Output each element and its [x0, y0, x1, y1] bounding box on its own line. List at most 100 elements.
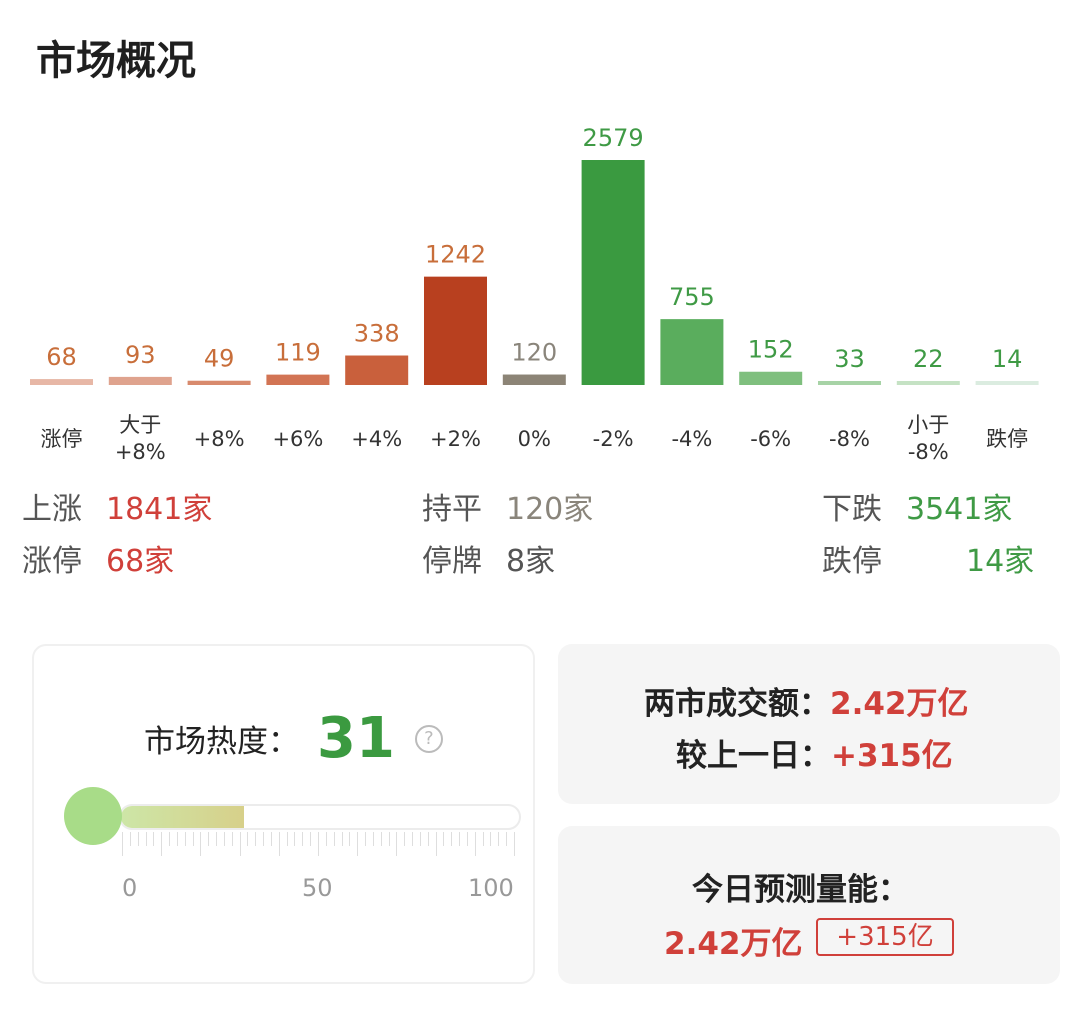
bar-6 [502, 374, 566, 385]
scale-tick [286, 832, 288, 846]
scale-tick [396, 832, 398, 856]
bar-value-label-10: 33 [834, 345, 865, 373]
bar-1 [108, 376, 172, 385]
bar-value-label-7: 2579 [583, 124, 644, 152]
bar-value-label-1: 93 [125, 341, 156, 369]
category-label-2: +8% [194, 427, 245, 451]
bar-value-label-2: 49 [204, 345, 235, 373]
scale-tick [365, 832, 367, 846]
category-label-10: -8% [829, 427, 870, 451]
stat-limit-down-value: 14家 [966, 544, 1035, 579]
bar-value-label-9: 152 [748, 336, 794, 364]
turnover-line: 两市成交额：2.42万亿 [644, 678, 969, 723]
bar-value-label-6: 120 [511, 339, 557, 367]
scale-tick [169, 832, 171, 846]
bar-value-label-3: 119 [275, 339, 321, 367]
bar-3 [266, 374, 330, 385]
scale-tick [388, 832, 390, 846]
scale-tick [239, 832, 241, 856]
bar-4 [345, 355, 409, 385]
category-label-9: -6% [750, 427, 791, 451]
bar-2 [187, 380, 251, 385]
scale-tick [176, 832, 178, 846]
scale-min: 0 [122, 874, 138, 902]
stat-flat-label: 持平 [422, 492, 482, 527]
bar-5 [424, 276, 487, 385]
category-label-6: 0% [518, 427, 551, 451]
question-circle-icon[interactable]: ? [414, 724, 443, 753]
scale-tick [443, 832, 445, 846]
stat-suspended: 停牌 8家 [422, 536, 555, 580]
forecast-change-badge: +315亿 [816, 918, 954, 956]
scale-tick [514, 832, 515, 856]
bar-value-label-12: 14 [992, 345, 1023, 373]
stat-flat: 持平 120家 [422, 484, 593, 528]
heat-value: 31 [317, 706, 395, 771]
category-label-11: 小于-8% [907, 413, 949, 464]
scale-tick [184, 832, 186, 846]
category-label-0: 涨停 [41, 427, 83, 451]
bar-value-label-11: 22 [913, 345, 944, 373]
stat-limit-down-label: 跌停 [822, 544, 882, 579]
forecast-value-line: 2.42万亿 [664, 918, 803, 963]
scale-tick [223, 832, 225, 846]
scale-tick [247, 832, 249, 846]
scale-tick [231, 832, 233, 846]
category-label-7: -2% [593, 427, 634, 451]
scale-tick [270, 832, 272, 846]
category-label-1: 大于+8% [115, 413, 166, 464]
scale-tick [263, 832, 265, 846]
scale-tick [435, 832, 437, 856]
heat-bar-knob [64, 787, 122, 845]
scale-tick [419, 832, 421, 846]
turnover-change-label: 较上一日： [676, 738, 831, 774]
bar-value-label-8: 755 [669, 283, 715, 311]
scale-tick [349, 832, 351, 846]
stat-suspended-value: 8家 [506, 544, 556, 579]
scale-tick [466, 832, 468, 846]
stat-limit-down: 跌停 14家 [822, 536, 1034, 580]
stat-suspended-label: 停牌 [422, 544, 482, 579]
bar-11 [896, 381, 960, 385]
scale-tick [451, 832, 453, 846]
bar-8 [660, 319, 724, 385]
scale-tick [482, 832, 484, 846]
bar-value-label-5: 1242 [425, 241, 486, 269]
scale-tick [192, 832, 194, 846]
scale-tick [137, 832, 139, 846]
scale-tick [333, 832, 335, 846]
market-heat-card: 市场热度： 31 ? 0 50 100 [32, 644, 535, 984]
forecast-line: 今日预测量能： [692, 864, 909, 909]
heat-scale-ticks [122, 832, 515, 862]
category-label-12: 跌停 [986, 427, 1028, 451]
stat-down-value: 3541家 [906, 492, 1013, 527]
distribution-bar-chart: 68 涨停 93 大于+8% 49 +8% 119 +6% 338 +4% 1242 +2% 120 0%… [30, 124, 1039, 464]
scale-tick [208, 832, 210, 846]
scale-tick [380, 832, 382, 846]
scale-tick [506, 832, 508, 846]
forecast-label: 今日预测量能： [692, 872, 909, 908]
category-label-4: +4% [351, 427, 402, 451]
stat-limit-up-label: 涨停 [22, 544, 82, 579]
page-title: 市场概况 [36, 38, 196, 84]
bar-12 [975, 381, 1039, 385]
scale-tick [318, 832, 319, 856]
scale-tick [145, 832, 147, 846]
stat-limit-up: 涨停 68家 [22, 536, 174, 580]
stat-up-label: 上涨 [22, 492, 82, 527]
stat-limit-up-value: 68家 [106, 544, 175, 579]
heat-row: 市场热度： 31 ? [144, 706, 443, 771]
turnover-change-value: +315亿 [831, 738, 953, 774]
heat-label: 市场热度： [144, 724, 299, 760]
stat-flat-value: 120家 [506, 492, 594, 527]
scale-tick [341, 832, 343, 846]
scale-tick [427, 832, 429, 846]
forecast-value: 2.42万亿 [664, 926, 803, 962]
scale-tick [459, 832, 461, 846]
stat-down: 下跌 3541家 [822, 484, 1012, 528]
turnover-label: 两市成交额： [644, 686, 830, 722]
scale-tick [278, 832, 280, 856]
bar-0 [30, 379, 93, 385]
scale-max: 100 [468, 874, 514, 902]
heat-bar-track [119, 804, 521, 830]
